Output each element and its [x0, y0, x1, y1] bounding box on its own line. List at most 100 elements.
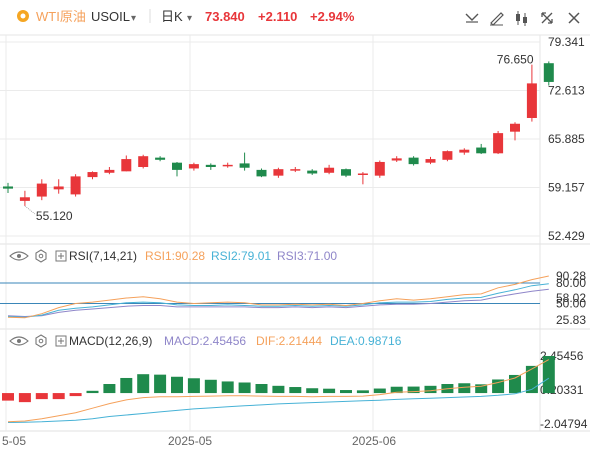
period-dropdown-caret[interactable]: ▾	[187, 13, 192, 24]
candle[interactable]	[442, 151, 453, 160]
price-axis-label: 79.341	[548, 35, 585, 49]
rsi-label: RSI(7,14,21)	[69, 249, 137, 263]
candle[interactable]	[324, 167, 335, 173]
candle[interactable]	[357, 173, 368, 175]
macd-label: MACD(12,26,9)	[69, 334, 152, 348]
candle[interactable]	[391, 158, 402, 161]
rsi-axis-label: 58.02	[556, 291, 586, 305]
eye-icon[interactable]	[9, 251, 29, 261]
candle[interactable]	[476, 147, 487, 154]
candlestick-style-icon[interactable]	[516, 11, 527, 26]
candle[interactable]	[493, 133, 504, 154]
candle[interactable]	[374, 161, 385, 176]
x-axis-label: 2025-05	[168, 434, 212, 448]
candle[interactable]	[87, 172, 98, 178]
macd-histogram-bar	[542, 356, 555, 394]
symbol-name[interactable]: WTI原油	[36, 9, 86, 24]
rsi-axis-label: 80.00	[556, 276, 586, 290]
macd-value: MACD:2.45456	[164, 334, 246, 348]
close-icon[interactable]	[568, 12, 580, 24]
macd-histogram-bar	[187, 378, 200, 394]
settings-icon[interactable]	[35, 249, 47, 263]
macd-histogram-bar	[289, 387, 302, 394]
macd-histogram-bar	[458, 383, 471, 394]
dif-line	[7, 359, 550, 423]
candle[interactable]	[256, 169, 267, 177]
draw-tool-icon[interactable]	[490, 12, 504, 26]
macd-histogram-bar	[255, 384, 268, 394]
macd-histogram-bar	[424, 385, 437, 394]
candle[interactable]	[526, 83, 537, 118]
candle[interactable]	[155, 157, 166, 160]
macd-histogram-bar	[238, 382, 251, 394]
dea-line	[7, 377, 550, 423]
candle[interactable]	[172, 162, 182, 170]
last-price: 73.840	[205, 9, 245, 24]
price-change: +2.110	[258, 9, 297, 24]
candle[interactable]	[19, 197, 30, 201]
macd-header: MACD(12,26,9) MACD:2.45456 DIF:2.21444 D…	[9, 334, 402, 348]
rsi3-line	[7, 288, 549, 318]
symbol-logo	[17, 10, 29, 22]
rsi1-line	[7, 275, 549, 319]
candle[interactable]	[459, 149, 470, 153]
candle[interactable]	[290, 169, 301, 171]
macd-histogram-bar	[154, 374, 167, 394]
macd-histogram-bar	[272, 385, 285, 394]
chart-type-dropdown-icon[interactable]	[465, 13, 479, 23]
low-annotation-leader	[24, 205, 36, 215]
indicator-expand-icon[interactable]	[55, 335, 67, 347]
candle[interactable]	[36, 183, 47, 197]
price-axis-label: 52.429	[548, 229, 585, 243]
rsi-axis-label: 90.28	[556, 269, 586, 283]
candle[interactable]	[3, 186, 13, 189]
price-pane[interactable]: 79.341 72.613 65.885 59.157 52.429 76.650 55.1…	[3, 35, 585, 243]
rsi3-value: RSI3:71.00	[277, 249, 337, 263]
rsi-axis-label: 50.00	[556, 296, 586, 310]
indicator-expand-icon[interactable]	[55, 250, 67, 262]
price-change-pct: +2.94%	[310, 9, 355, 24]
macd-histogram-bar	[525, 365, 538, 394]
candle[interactable]	[53, 186, 64, 190]
macd-histogram-bar	[120, 377, 133, 394]
fullscreen-icon[interactable]	[541, 12, 553, 24]
macd-histogram-bar	[306, 388, 319, 394]
candle[interactable]	[273, 169, 284, 176]
candle[interactable]	[104, 169, 115, 173]
candle[interactable]	[70, 176, 81, 195]
macd-histogram-bar	[340, 390, 352, 394]
candle[interactable]	[222, 164, 233, 167]
rsi-header: RSI(7,14,21) RSI1:90.28 RSI2:79.01 RSI3:…	[9, 249, 337, 263]
candle[interactable]	[408, 157, 419, 165]
macd-histogram-bar	[137, 374, 150, 394]
macd-histogram-bar	[407, 386, 420, 394]
settings-icon[interactable]	[35, 334, 47, 348]
candle[interactable]	[425, 159, 436, 163]
rsi2-line	[7, 283, 549, 318]
candle[interactable]	[239, 163, 250, 168]
candle[interactable]	[543, 63, 554, 82]
eye-icon[interactable]	[9, 336, 29, 346]
candle[interactable]	[188, 164, 199, 169]
candle[interactable]	[341, 169, 351, 176]
price-axis-label: 65.885	[548, 132, 585, 146]
candle[interactable]	[121, 159, 132, 172]
x-axis: 5-05 2025-05 2025-06	[2, 434, 396, 448]
period-selector[interactable]: 日K	[161, 9, 183, 24]
candle[interactable]	[138, 156, 149, 168]
grid-layer	[0, 34, 590, 432]
price-axis-label: 59.157	[548, 181, 585, 195]
candle[interactable]	[510, 123, 520, 132]
macd-histogram-bar	[86, 390, 99, 394]
macd-histogram-bar	[2, 393, 14, 401]
symbol-code[interactable]: USOIL	[91, 9, 130, 24]
symbol-dropdown-caret[interactable]: ▾	[131, 13, 136, 24]
candle[interactable]	[307, 170, 318, 174]
dif-value: DIF:2.21444	[256, 334, 322, 348]
header-bar: WTI原油 USOIL ▾ 日K ▾ 73.840 +2.110 +2.94%	[17, 9, 580, 26]
x-axis-label: 2025-06	[352, 434, 396, 448]
candle[interactable]	[205, 164, 216, 168]
